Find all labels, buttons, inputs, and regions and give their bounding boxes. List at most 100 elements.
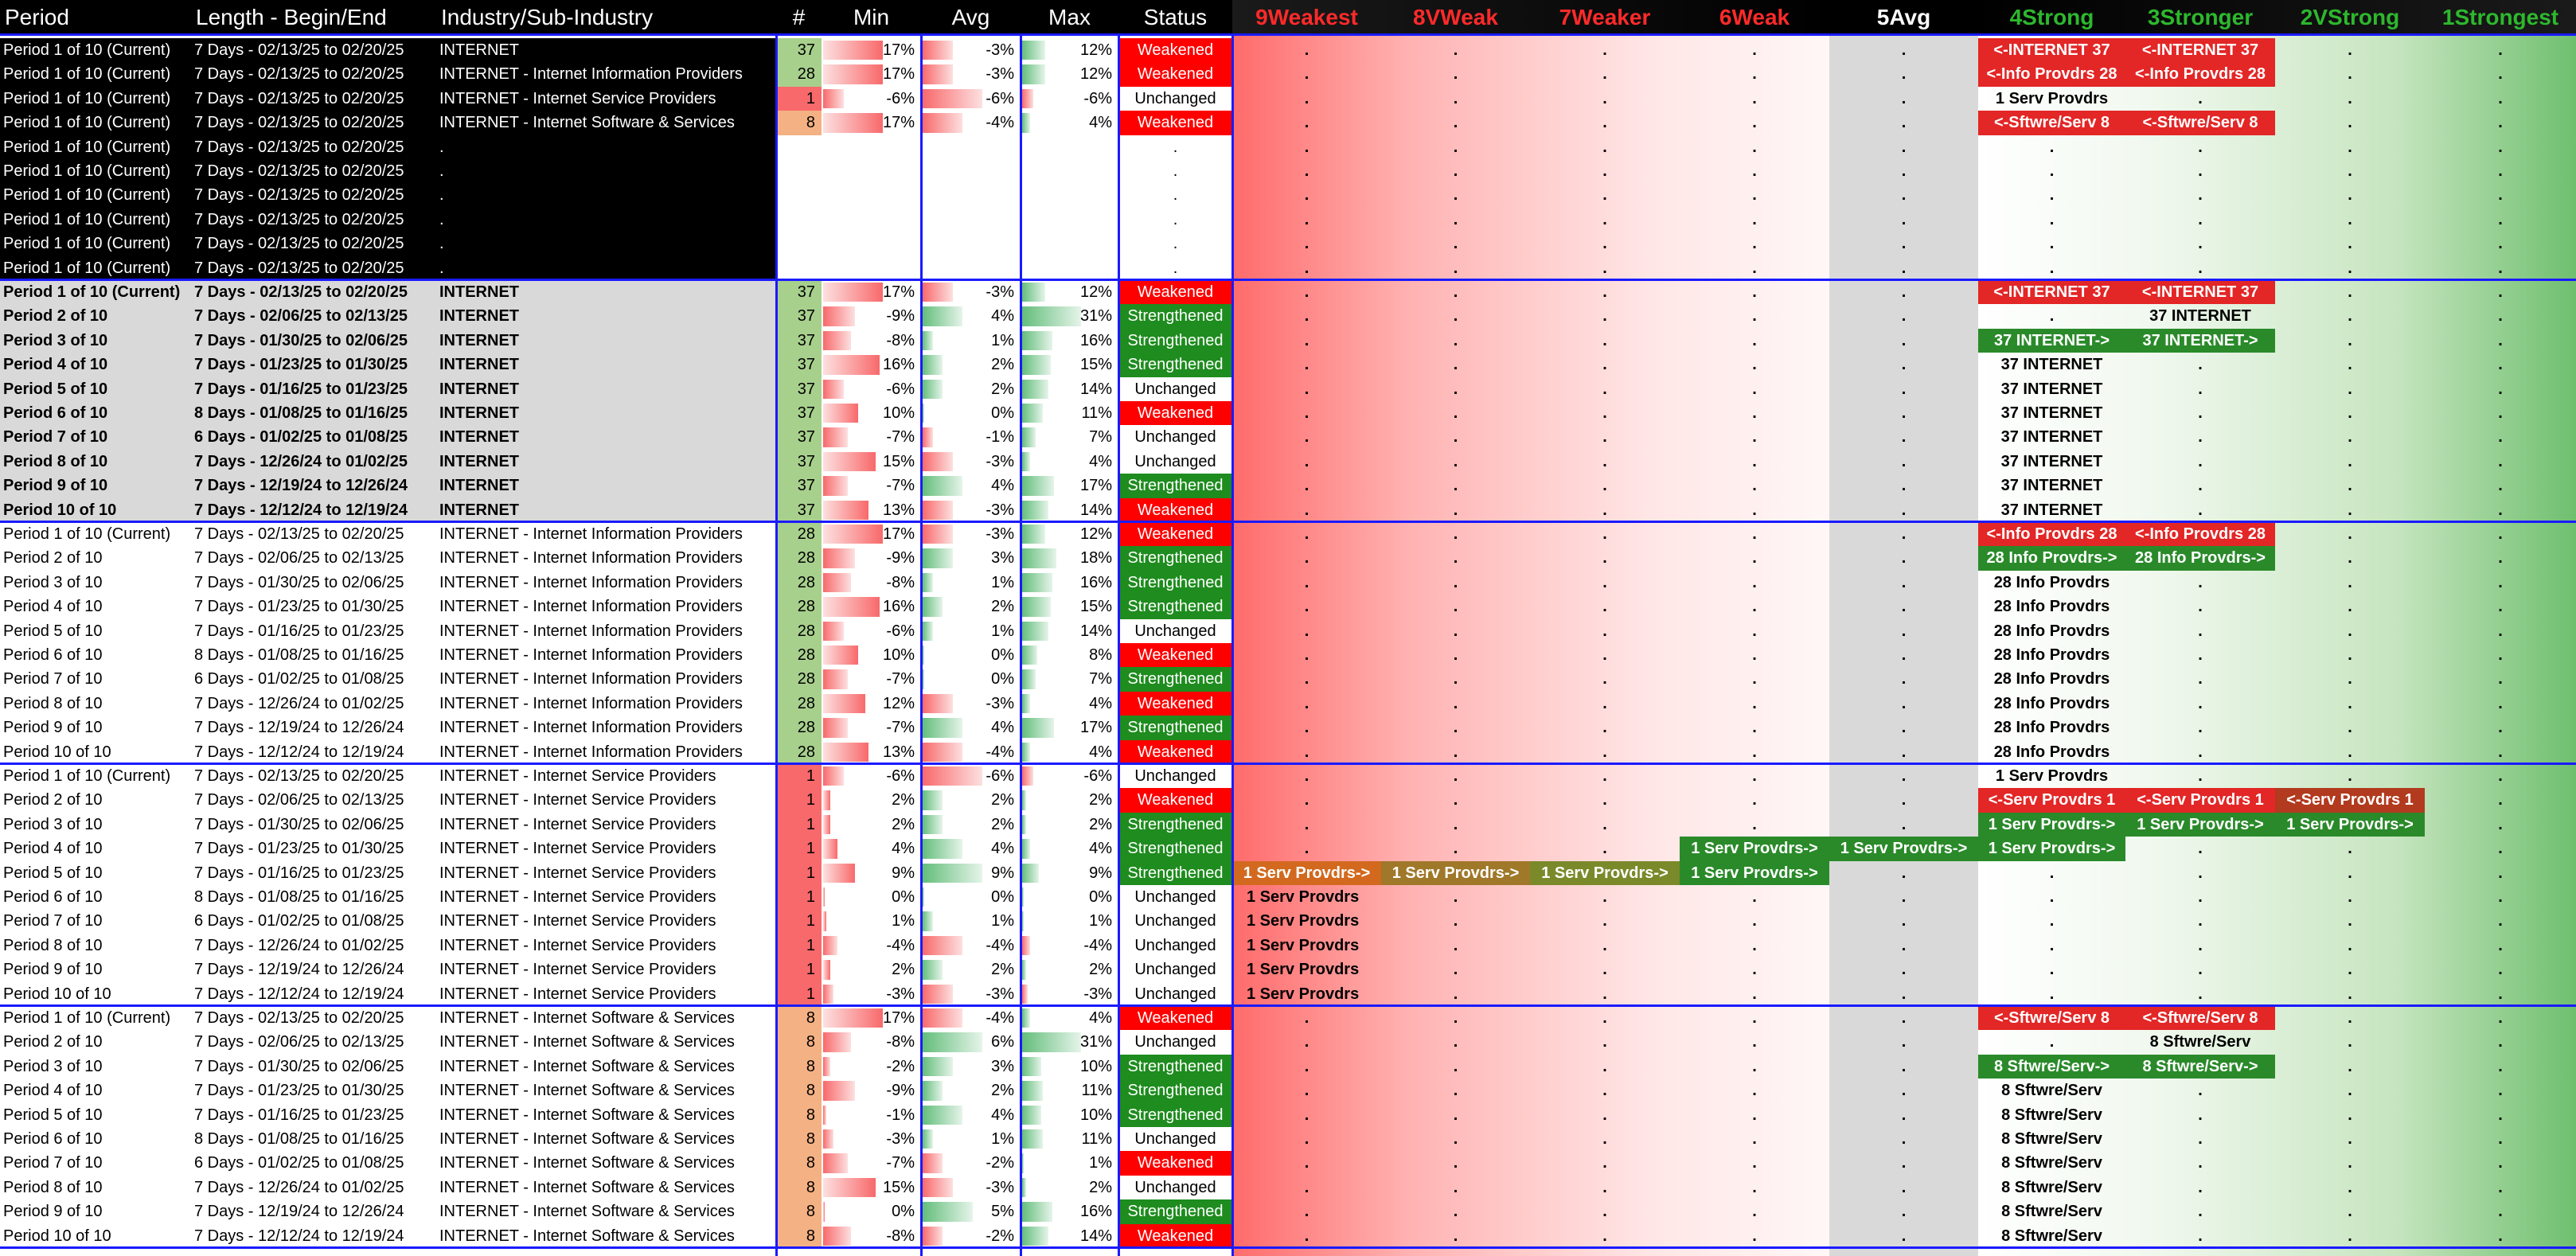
zone-cell-4[interactable]: 8 Sftwre/Serv [2001,1178,2102,1196]
cell-industry[interactable]: INTERNET [436,353,776,377]
zone-cell-5[interactable]: 1 Serv Provdrs-> [1829,837,1978,861]
cell-period[interactable]: Period 4 of 10 [0,837,191,861]
zone-header-5avg[interactable]: 5Avg [1876,5,1931,29]
cell-industry[interactable]: INTERNET - Internet Software & Services [436,1102,776,1127]
cell-industry[interactable]: INTERNET [436,38,776,63]
cell-length[interactable]: 7 Days - 02/13/25 to 02/20/25 [191,38,436,63]
cell-industry[interactable]: INTERNET [436,280,776,305]
zone-cell-4[interactable]: 28 Info Provdrs [1993,694,2110,712]
cell-period[interactable]: Period 3 of 10 [0,1054,191,1079]
cell-length[interactable]: 7 Days - 01/16/25 to 01/23/25 [191,376,436,401]
cell-length[interactable]: 7 Days - 02/13/25 to 02/20/25 [191,207,436,232]
cell-period[interactable]: Period 9 of 10 [0,958,191,982]
zone-cell-4[interactable]: <-Info Provdrs 28 [1978,62,2125,87]
cell-length[interactable]: 7 Days - 01/23/25 to 01/30/25 [191,837,436,861]
cell-length[interactable]: 6 Days - 01/02/25 to 01/08/25 [191,909,436,934]
zone-cell-4[interactable]: 37 INTERNET-> [1978,328,2125,353]
cell-industry[interactable]: INTERNET [436,328,776,353]
cell-period[interactable]: Period 5 of 10 [0,376,191,401]
cell-industry[interactable]: INTERNET - Internet Information Provider… [436,643,776,668]
zone-cell-3[interactable]: <-Info Provdrs 28 [2125,522,2275,547]
cell-period[interactable]: Period 10 of 10 [0,497,191,522]
cell-period[interactable]: Period 1 of 10 (Current) [0,111,191,135]
cell-length[interactable]: 7 Days - 12/26/24 to 01/02/25 [191,933,436,958]
zone-cell-8[interactable]: 1 Serv Provdrs-> [1381,860,1530,885]
cell-period[interactable]: Period 5 of 10 [0,618,191,643]
cell-industry[interactable]: INTERNET - Internet Service Providers [436,86,776,111]
zone-cell-3[interactable]: 1 Serv Provdrs-> [2125,812,2275,837]
cell-length[interactable]: 6 Days - 01/02/25 to 01/08/25 [191,1151,436,1176]
cell-industry[interactable]: INTERNET [436,401,776,426]
zone-header-6weak[interactable]: 6Weak [1719,5,1790,29]
zone-header-2vstrong[interactable]: 2VStrong [2300,5,2400,29]
cell-industry[interactable]: INTERNET - Internet Software & Services [436,1175,776,1200]
zone-cell-9[interactable]: 1 Serv Provdrs-> [1232,860,1381,885]
zone-cell-4[interactable]: 8 Sftwre/Serv-> [1978,1054,2125,1079]
cell-industry[interactable]: INTERNET - Internet Software & Services [436,1127,776,1152]
cell-length[interactable]: 7 Days - 02/06/25 to 02/13/25 [191,546,436,571]
cell-length[interactable]: 8 Days - 01/08/25 to 01/16/25 [191,643,436,668]
zone-header-9weakest[interactable]: 9Weakest [1255,5,1358,29]
cell-period[interactable]: Period 10 of 10 [0,1223,191,1248]
zone-cell-9[interactable]: 1 Serv Provdrs [1247,961,1360,979]
cell-industry[interactable]: INTERNET - Internet Service Providers [436,909,776,934]
cell-length[interactable]: 7 Days - 02/06/25 to 02/13/25 [191,788,436,813]
cell-length[interactable]: 8 Days - 01/08/25 to 01/16/25 [191,401,436,426]
cell-length[interactable]: 7 Days - 01/30/25 to 02/06/25 [191,812,436,837]
cell-period[interactable]: Period 10 of 10 [0,981,191,1006]
cell-length[interactable]: 7 Days - 01/16/25 to 01/23/25 [191,618,436,643]
zone-cell-4[interactable]: 1 Serv Provdrs [1995,89,2109,107]
header-length[interactable]: Length - Begin/End [196,5,387,29]
zone-cell-3[interactable]: <-Serv Provdrs 1 [2125,788,2275,813]
cell-period[interactable]: Period 9 of 10 [0,716,191,740]
cell-period[interactable]: Period 1 of 10 (Current) [0,207,191,232]
zone-cell-3[interactable]: 8 Sftwre/Serv-> [2125,1054,2275,1079]
zone-cell-3[interactable]: <-INTERNET 37 [2125,38,2275,63]
cell-period[interactable]: Period 2 of 10 [0,304,191,329]
cell-industry[interactable]: INTERNET - Internet Software & Services [436,1054,776,1079]
cell-industry[interactable]: INTERNET [436,304,776,329]
cell-period[interactable]: Period 2 of 10 [0,546,191,571]
zone-cell-4[interactable]: 28 Info Provdrs [1993,622,2110,640]
cell-industry[interactable]: INTERNET - Internet Information Provider… [436,667,776,692]
cell-period[interactable]: Period 6 of 10 [0,1127,191,1152]
cell-period[interactable]: Period 5 of 10 [0,1102,191,1127]
cell-length[interactable]: 7 Days - 01/23/25 to 01/30/25 [191,1079,436,1103]
zone-cell-4[interactable]: 28 Info Provdrs [1993,573,2110,591]
cell-industry[interactable]: INTERNET - Internet Information Provider… [436,739,776,764]
cell-length[interactable]: 7 Days - 02/13/25 to 02/20/25 [191,764,436,789]
cell-industry[interactable]: INTERNET [436,376,776,401]
cell-period[interactable]: Period 10 of 10 [0,739,191,764]
zone-cell-9[interactable]: 1 Serv Provdrs [1247,936,1360,954]
cell-length[interactable]: 7 Days - 12/26/24 to 01/02/25 [191,449,436,474]
cell-length[interactable]: 6 Days - 01/02/25 to 01/08/25 [191,425,436,450]
cell-period[interactable]: Period 8 of 10 [0,691,191,716]
cell-industry[interactable]: INTERNET [436,474,776,498]
cell-period[interactable]: Period 1 of 10 (Current) [0,522,191,547]
zone-header-1strongest[interactable]: 1Strongest [2441,5,2559,29]
cell-industry[interactable]: INTERNET - Internet Software & Services [436,111,776,135]
cell-industry[interactable]: . [436,232,776,256]
zone-cell-3[interactable]: 28 Info Provdrs-> [2125,546,2275,571]
header-status[interactable]: Status [1143,5,1208,29]
zone-cell-4[interactable]: 37 INTERNET [2000,380,2103,398]
zone-cell-3[interactable]: <-Info Provdrs 28 [2125,62,2275,87]
zone-cell-4[interactable]: 28 Info Provdrs [1993,719,2110,737]
cell-length[interactable]: 7 Days - 12/12/24 to 12/19/24 [191,981,436,1006]
cell-length[interactable]: 7 Days - 02/13/25 to 02/20/25 [191,232,436,256]
cell-length[interactable]: 7 Days - 02/13/25 to 02/20/25 [191,159,436,184]
cell-length[interactable]: 7 Days - 02/13/25 to 02/20/25 [191,522,436,547]
cell-industry[interactable]: INTERNET - Internet Information Provider… [436,716,776,740]
zone-cell-4[interactable]: <-INTERNET 37 [1978,280,2125,305]
cell-length[interactable]: 7 Days - 02/13/25 to 02/20/25 [191,183,436,208]
zone-cell-4[interactable]: <-Sftwre/Serv 8 [1978,1006,2125,1031]
cell-period[interactable]: Period 7 of 10 [0,667,191,692]
cell-industry[interactable]: . [436,255,776,280]
cell-period[interactable]: Period 6 of 10 [0,885,191,910]
cell-length[interactable]: 7 Days - 01/30/25 to 02/06/25 [191,1054,436,1079]
zone-cell-4[interactable]: 28 Info Provdrs-> [1978,546,2125,571]
cell-period[interactable]: Period 8 of 10 [0,933,191,958]
cell-length[interactable]: 7 Days - 01/30/25 to 02/06/25 [191,328,436,353]
cell-length[interactable]: 7 Days - 01/16/25 to 01/23/25 [191,860,436,885]
cell-period[interactable]: Period 9 of 10 [0,474,191,498]
